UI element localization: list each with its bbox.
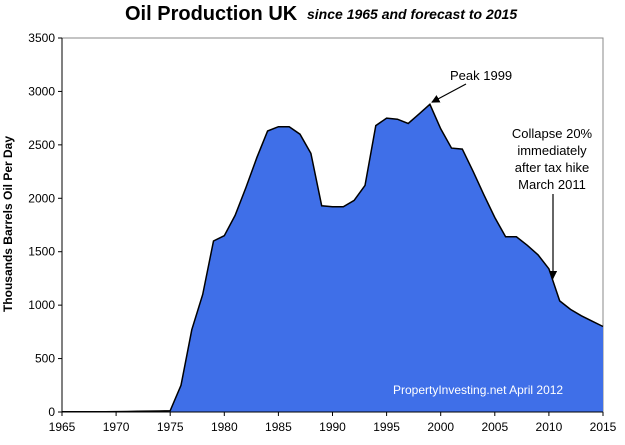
chart-subtitle: since 1965 and forecast to 2015	[307, 6, 517, 22]
data-point-1983	[256, 157, 257, 158]
x-tick-label: 2010	[536, 420, 563, 434]
y-tick-label: 3000	[28, 84, 55, 98]
data-point-2013	[581, 315, 582, 316]
data-point-1993	[364, 185, 365, 186]
data-point-2001	[451, 147, 452, 148]
y-tick-label: 500	[35, 352, 55, 366]
production-line	[62, 103, 604, 413]
data-point-2008	[527, 245, 528, 246]
data-point-2003	[473, 171, 474, 172]
y-tick-label: 1000	[28, 298, 55, 312]
data-point-1974	[159, 410, 160, 411]
x-tick-label: 2015	[590, 420, 617, 434]
data-point-1997	[408, 123, 409, 124]
annotation-collapse-line-2: immediately	[517, 143, 587, 158]
data-point-1979	[213, 240, 214, 241]
annotation-collapse-line-1: Collapse 20%	[512, 126, 593, 141]
x-tick-label: 1970	[103, 420, 130, 434]
data-point-1995	[386, 118, 387, 119]
x-axis-ticks: 1965 1970 1975 1980 1985 1990 1995 2000 2005 2010…	[49, 412, 617, 434]
data-point-1977	[191, 329, 192, 330]
data-point-1976	[180, 385, 181, 386]
x-tick-label: 2005	[481, 420, 508, 434]
data-point-1988	[310, 153, 311, 154]
x-tick-label: 1990	[319, 420, 346, 434]
data-point-1986	[289, 126, 290, 127]
data-point-1978	[202, 294, 203, 295]
data-point-2000	[440, 128, 441, 129]
x-tick-label: 1980	[211, 420, 238, 434]
data-point-1996	[397, 119, 398, 120]
annotation-collapse-line-3: after tax hike	[515, 160, 589, 175]
data-point-1985	[278, 126, 279, 127]
data-point-2002	[462, 149, 463, 150]
x-tick-label: 1985	[265, 420, 292, 434]
chart-credit: PropertyInvesting.net April 2012	[393, 383, 563, 397]
data-point-1981	[235, 215, 236, 216]
data-point-2006	[505, 236, 506, 237]
y-axis-ticks: 0 500 1000 1500 2000 2500 3000 3500	[28, 31, 62, 419]
y-axis-label: Thousands Barrels Oil Per Day	[1, 136, 15, 312]
data-point-1984	[267, 130, 268, 131]
data-point-2012	[570, 309, 571, 310]
data-point-2007	[516, 236, 517, 237]
data-point-1987	[299, 134, 300, 135]
data-point-1999	[429, 104, 430, 105]
data-point-2010	[548, 268, 549, 269]
data-point-1991	[343, 206, 344, 207]
y-tick-label: 2500	[28, 138, 55, 152]
data-point-1998	[418, 113, 419, 114]
chart-title: Oil Production UK	[125, 3, 298, 25]
data-point-2004	[483, 194, 484, 195]
data-point-1994	[375, 125, 376, 126]
data-point-1980	[224, 235, 225, 236]
data-point-1982	[245, 187, 246, 188]
x-tick-label: 1995	[373, 420, 400, 434]
y-tick-label: 2000	[28, 191, 55, 205]
data-point-2005	[494, 217, 495, 218]
x-tick-label: 1965	[49, 420, 76, 434]
y-tick-label: 3500	[28, 31, 55, 45]
x-tick-label: 2000	[427, 420, 454, 434]
data-point-1989	[321, 205, 322, 206]
data-point-2014	[592, 321, 593, 322]
data-point-2009	[537, 254, 538, 255]
data-point-1992	[354, 200, 355, 201]
annotation-peak-1999: Peak 1999	[450, 68, 512, 83]
data-point-1990	[332, 206, 333, 207]
production-area	[62, 104, 603, 413]
annotation-collapse-line-4: March 2011	[518, 177, 586, 192]
annotation-peak-arrow	[431, 83, 467, 103]
x-tick-label: 1975	[157, 420, 184, 434]
y-tick-label: 1500	[28, 245, 55, 259]
data-point-1975	[170, 410, 171, 411]
y-tick-label: 0	[48, 405, 55, 419]
data-point-2011	[559, 300, 560, 301]
data-point-2015	[602, 326, 603, 327]
